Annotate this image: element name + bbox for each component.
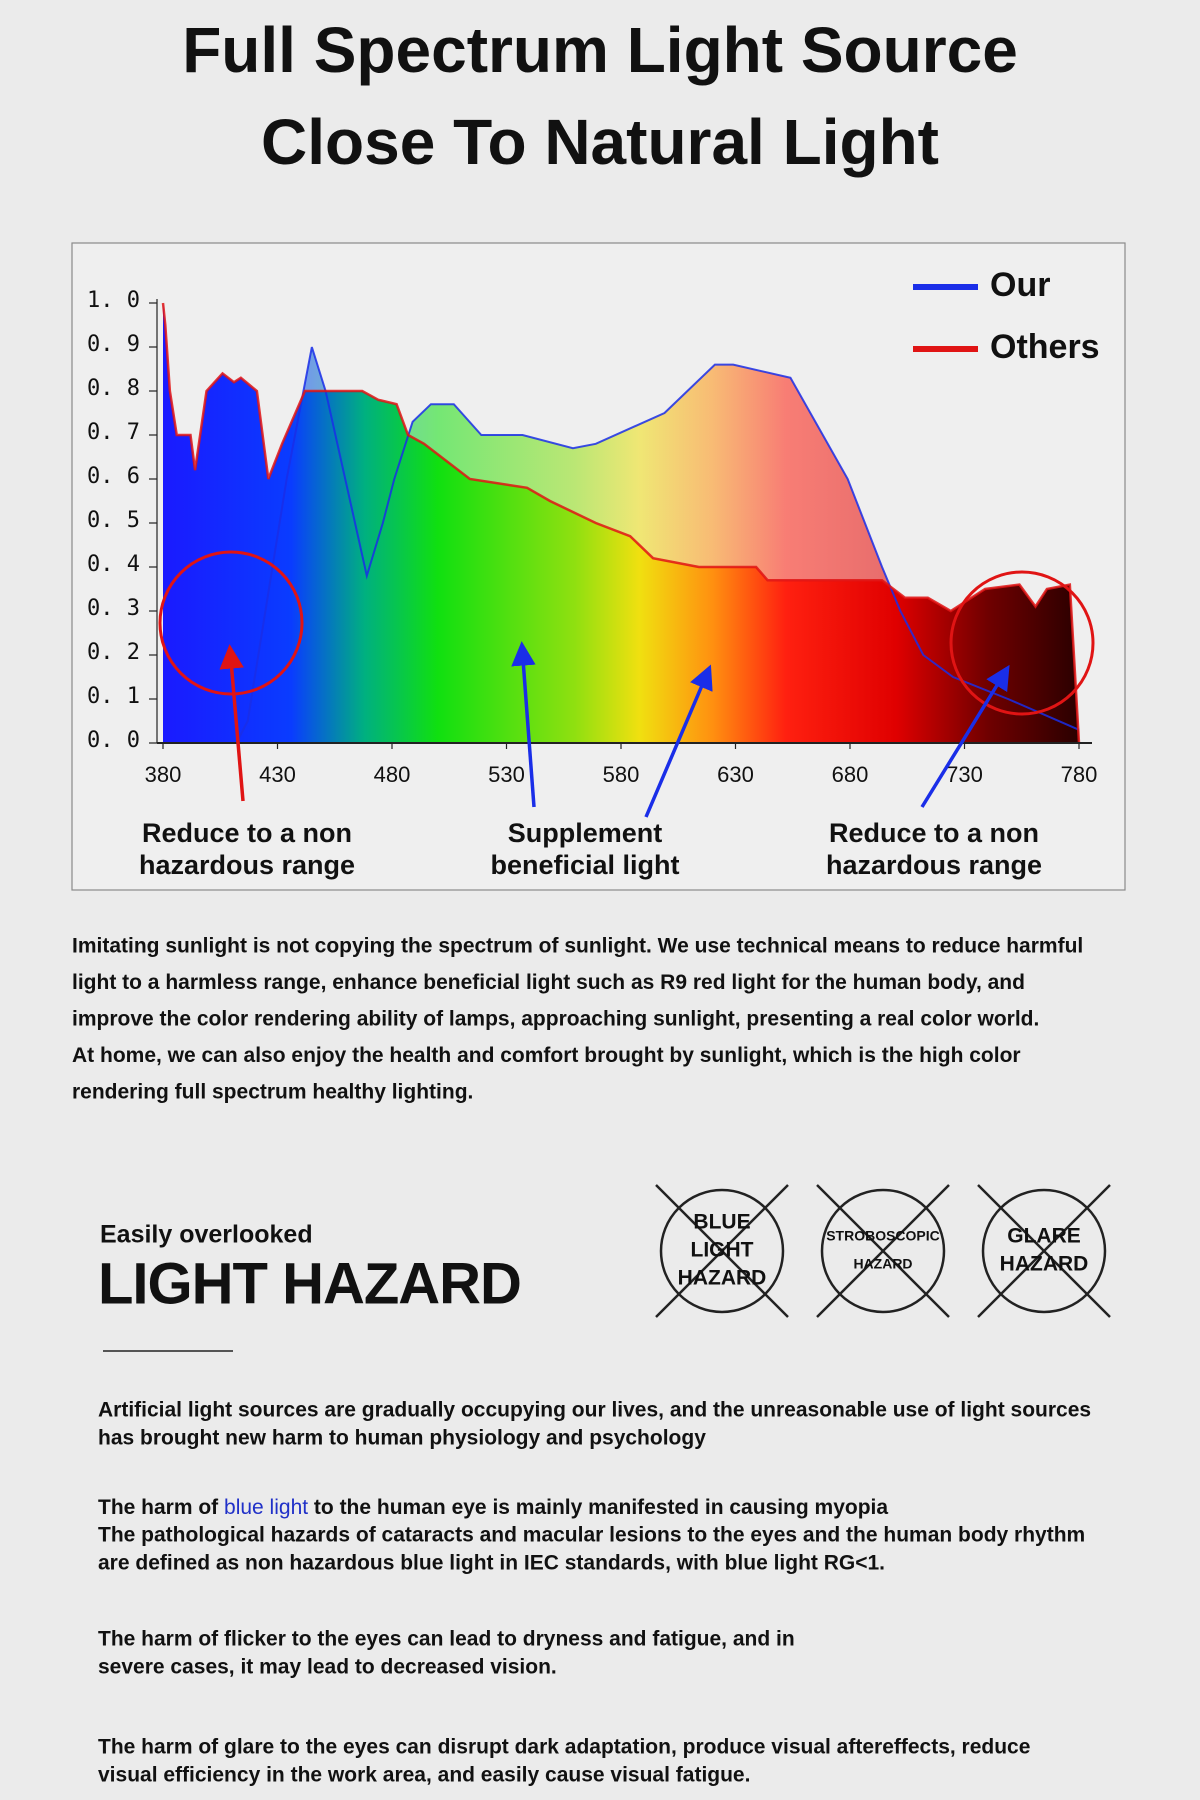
annotation: beneficial light — [490, 850, 679, 880]
body-text: Imitating sunlight is not copying the sp… — [72, 935, 1083, 958]
x-tick-label: 680 — [832, 762, 869, 787]
legend-label: Our — [990, 266, 1050, 304]
arrow — [511, 641, 536, 808]
arrow — [219, 644, 245, 802]
kicker: Easily overlooked — [100, 1221, 313, 1249]
x-tick-label: 780 — [1061, 762, 1098, 787]
annotation: Reduce to a non — [829, 818, 1039, 848]
annotation: Reduce to a non — [142, 818, 352, 848]
y-tick-label: 0. 5 — [87, 508, 140, 533]
y-tick-label: 0. 0 — [87, 728, 140, 753]
y-tick-label: 0. 7 — [87, 420, 140, 445]
text-part: to the human eye is mainly manifested in… — [308, 1496, 888, 1519]
arrow — [920, 664, 1010, 808]
x-tick-label: 480 — [374, 762, 411, 787]
title: Close To Natural Light — [261, 106, 939, 178]
x-tick-label: 580 — [603, 762, 640, 787]
highlight-circle — [949, 570, 1095, 716]
x-tick-label: 530 — [488, 762, 525, 787]
hazard-icon: BLUE LIGHT HAZARD — [655, 1184, 789, 1318]
annotation: Supplement — [508, 818, 663, 848]
y-tick-label: 0. 4 — [87, 552, 140, 577]
icon-circle — [659, 1188, 785, 1314]
y-tick-label: 0. 6 — [87, 464, 140, 489]
icon-label: BLUE — [693, 1211, 750, 1234]
icon-label: GLARE — [1007, 1225, 1081, 1248]
text-part: The harm of — [98, 1496, 224, 1519]
y-tick-label: 0. 8 — [87, 376, 140, 401]
icon-circle — [981, 1188, 1107, 1314]
chart-decor — [158, 550, 1095, 818]
title: Full Spectrum Light Source — [182, 14, 1018, 86]
highlight: blue light — [224, 1496, 308, 1519]
y-tick-label: 0. 3 — [87, 596, 140, 621]
icon-label: HAZARD — [678, 1267, 767, 1290]
x-tick-label: 630 — [717, 762, 754, 787]
body-text: rendering full spectrum healthy lighting… — [72, 1081, 473, 1104]
icon-cross — [655, 1184, 789, 1318]
highlight-circle — [158, 550, 304, 696]
series-line — [161, 302, 1081, 744]
chart: 0. 0 0. 1 0. 2 0. 3 0. 4 0. 5 0. 6 0. 7 0. 8 0. 9… — [87, 266, 1100, 880]
section-title: LIGHT HAZARD — [98, 1251, 521, 1316]
icon-cross — [977, 1184, 1111, 1318]
x-tick-label: 430 — [259, 762, 296, 787]
y-tick-label: 0. 2 — [87, 640, 140, 665]
y-tick-label: 0. 1 — [87, 684, 140, 709]
y-tick-label: 0. 9 — [87, 332, 140, 357]
body-text: has brought new harm to human physiology… — [98, 1427, 706, 1450]
legend-label: Others — [990, 328, 1100, 366]
icon-label: STROBOSCOPIC — [826, 1228, 940, 1244]
icon-cross — [816, 1184, 950, 1318]
body-text: The harm of flicker to the eyes can lead… — [98, 1628, 795, 1651]
body-text: At home, we can also enjoy the health an… — [72, 1044, 1021, 1067]
spectrum-area — [163, 303, 1079, 743]
body-text: The harm of blue light to the human eye … — [98, 1496, 888, 1519]
x-tick-label: 380 — [145, 762, 182, 787]
icon-circle — [820, 1188, 946, 1314]
annotation: hazardous range — [826, 850, 1042, 880]
body-text: Artificial light sources are gradually o… — [98, 1399, 1091, 1422]
series-line — [163, 346, 1080, 744]
hazard-icon: GLARE HAZARD — [977, 1184, 1111, 1318]
arrow — [644, 664, 713, 818]
x-tick-label: 730 — [946, 762, 983, 787]
body-text: visual efficiency in the work area, and … — [98, 1764, 750, 1787]
body-text: The pathological hazards of cataracts an… — [98, 1524, 1085, 1547]
annotation: hazardous range — [139, 850, 355, 880]
body-text: The harm of glare to the eyes can disrup… — [98, 1736, 1030, 1759]
body-text: are defined as non hazardous blue light … — [98, 1552, 885, 1575]
body-text: severe cases, it may lead to decreased v… — [98, 1656, 557, 1679]
hazard-icon: STROBOSCOPIC HAZARD — [816, 1184, 950, 1318]
y-tick-label: 1. 0 — [87, 288, 140, 313]
icon-label: HAZARD — [1000, 1253, 1089, 1276]
body-text: light to a harmless range, enhance benef… — [72, 971, 1025, 994]
icon-label: LIGHT — [691, 1239, 754, 1262]
body-text: improve the color rendering ability of l… — [72, 1008, 1039, 1031]
icon-label: HAZARD — [853, 1256, 912, 1272]
